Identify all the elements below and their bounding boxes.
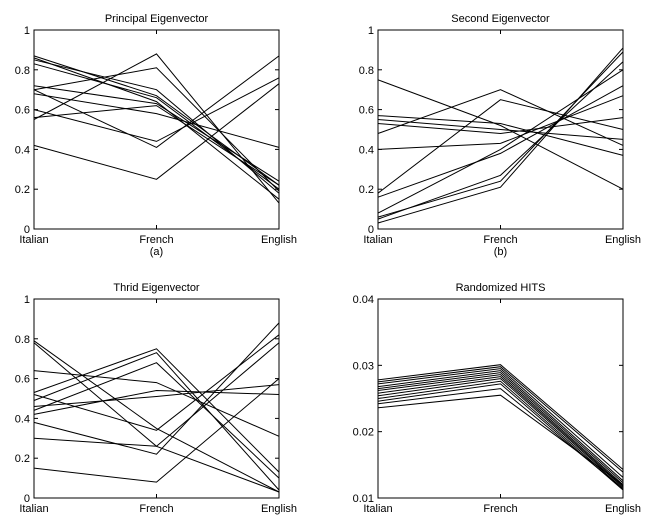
- chart-title: Second Eigenvector: [451, 13, 550, 25]
- x-tick-label: English: [261, 503, 297, 515]
- series-line-12: [33, 83, 280, 180]
- series-line-7: [33, 53, 280, 204]
- y-tick-label: 0.8: [359, 65, 374, 77]
- subplot-3: 0 0.2 0.4 0.6 0.8 1 Italian French English Thrid …: [15, 282, 297, 515]
- panel-label: (b): [494, 246, 507, 258]
- series-line-4: [33, 57, 280, 200]
- chart-title: Principal Eigenvector: [105, 13, 209, 25]
- x-tick-label: French: [139, 503, 173, 515]
- series-line-11: [377, 51, 624, 218]
- series-line-12: [377, 47, 624, 224]
- x-tick-label: English: [605, 503, 641, 515]
- y-tick-label: 0: [24, 493, 30, 505]
- y-tick-label: 0.04: [353, 294, 374, 306]
- series-line-5: [377, 95, 624, 150]
- y-tick-label: 0.2: [359, 184, 374, 196]
- series-line-5: [377, 372, 624, 484]
- series-line-7: [33, 389, 280, 415]
- y-tick-label: 0.2: [15, 453, 30, 465]
- x-tick-label: Italian: [19, 234, 48, 246]
- y-tick-label: 0.4: [359, 144, 374, 156]
- series-line-4: [33, 348, 280, 473]
- series-line-2: [33, 342, 280, 493]
- y-tick-label: 0.6: [15, 374, 30, 386]
- x-tick-label: Italian: [363, 503, 392, 515]
- y-tick-label: 0.8: [15, 65, 30, 77]
- x-tick-label: Italian: [19, 503, 48, 515]
- series-line-9: [33, 105, 280, 186]
- series-line-8: [33, 93, 280, 148]
- subplot-1: 0 0.2 0.4 0.6 0.8 1 Italian French English Princi…: [15, 13, 297, 258]
- x-tick-label: Italian: [363, 234, 392, 246]
- series-line-9: [377, 69, 624, 214]
- x-tick-label: French: [483, 503, 517, 515]
- series-line-8: [33, 384, 280, 407]
- series-line-6: [33, 362, 280, 479]
- x-tick-label: English: [605, 234, 641, 246]
- series-line-2: [377, 115, 624, 156]
- series-line-10: [33, 77, 280, 142]
- series-line-3: [377, 119, 624, 140]
- subplot-2: 0 0.2 0.4 0.6 0.8 1 Italian French English Second…: [359, 13, 641, 258]
- series-line-3: [377, 368, 624, 478]
- series-line-12: [33, 334, 280, 431]
- series-line-11: [33, 378, 280, 483]
- subplot-4: 0.01 0.02 0.03 0.04 Italian French English Rand…: [353, 282, 641, 515]
- y-tick-label: 0.03: [353, 360, 374, 372]
- chart-title: Thrid Eigenvector: [113, 282, 200, 294]
- series-line-1: [33, 340, 280, 493]
- series-line-8: [377, 85, 624, 198]
- y-tick-label: 0.01: [353, 493, 374, 505]
- y-tick-label: 0.8: [15, 334, 30, 346]
- axes-frame: [377, 298, 624, 499]
- series-line-9: [377, 380, 624, 490]
- series-line-6: [377, 374, 624, 486]
- series-line-1: [377, 364, 624, 470]
- series-line-10: [377, 61, 624, 220]
- panel-label: (a): [150, 246, 163, 258]
- x-tick-label: French: [483, 234, 517, 246]
- x-tick-label: English: [261, 234, 297, 246]
- series-line-5: [33, 352, 280, 491]
- series-line-5: [33, 67, 280, 192]
- series-line-1: [33, 55, 280, 186]
- series-line-12: [377, 394, 624, 486]
- y-tick-label: 0.6: [15, 105, 30, 117]
- series-line-6: [377, 89, 624, 146]
- y-tick-label: 0.6: [359, 105, 374, 117]
- series-line-4: [377, 117, 624, 135]
- series-line-7: [377, 376, 624, 487]
- series-line-2: [33, 59, 280, 194]
- series-line-6: [33, 85, 280, 182]
- series-line-11: [33, 55, 280, 148]
- y-tick-label: 1: [24, 294, 30, 306]
- y-tick-label: 0.02: [353, 427, 374, 439]
- y-tick-label: 0: [24, 224, 30, 236]
- series-line-7: [377, 99, 624, 194]
- series-line-1: [377, 79, 624, 190]
- chart-title: Randomized HITS: [456, 282, 546, 294]
- y-tick-label: 0.4: [15, 144, 30, 156]
- series-line-3: [33, 370, 280, 437]
- series-line-4: [377, 370, 624, 482]
- series-line-10: [33, 342, 280, 447]
- axes-frame: [33, 298, 280, 499]
- y-tick-label: 1: [24, 25, 30, 37]
- x-tick-label: French: [139, 234, 173, 246]
- y-tick-label: 0: [368, 224, 374, 236]
- series-line-10: [377, 383, 624, 491]
- y-tick-label: 0.4: [15, 413, 30, 425]
- axes-frame: [33, 29, 280, 230]
- series-line-8: [377, 378, 624, 488]
- y-tick-label: 1: [368, 25, 374, 37]
- y-tick-label: 0.2: [15, 184, 30, 196]
- series-line-2: [377, 366, 624, 473]
